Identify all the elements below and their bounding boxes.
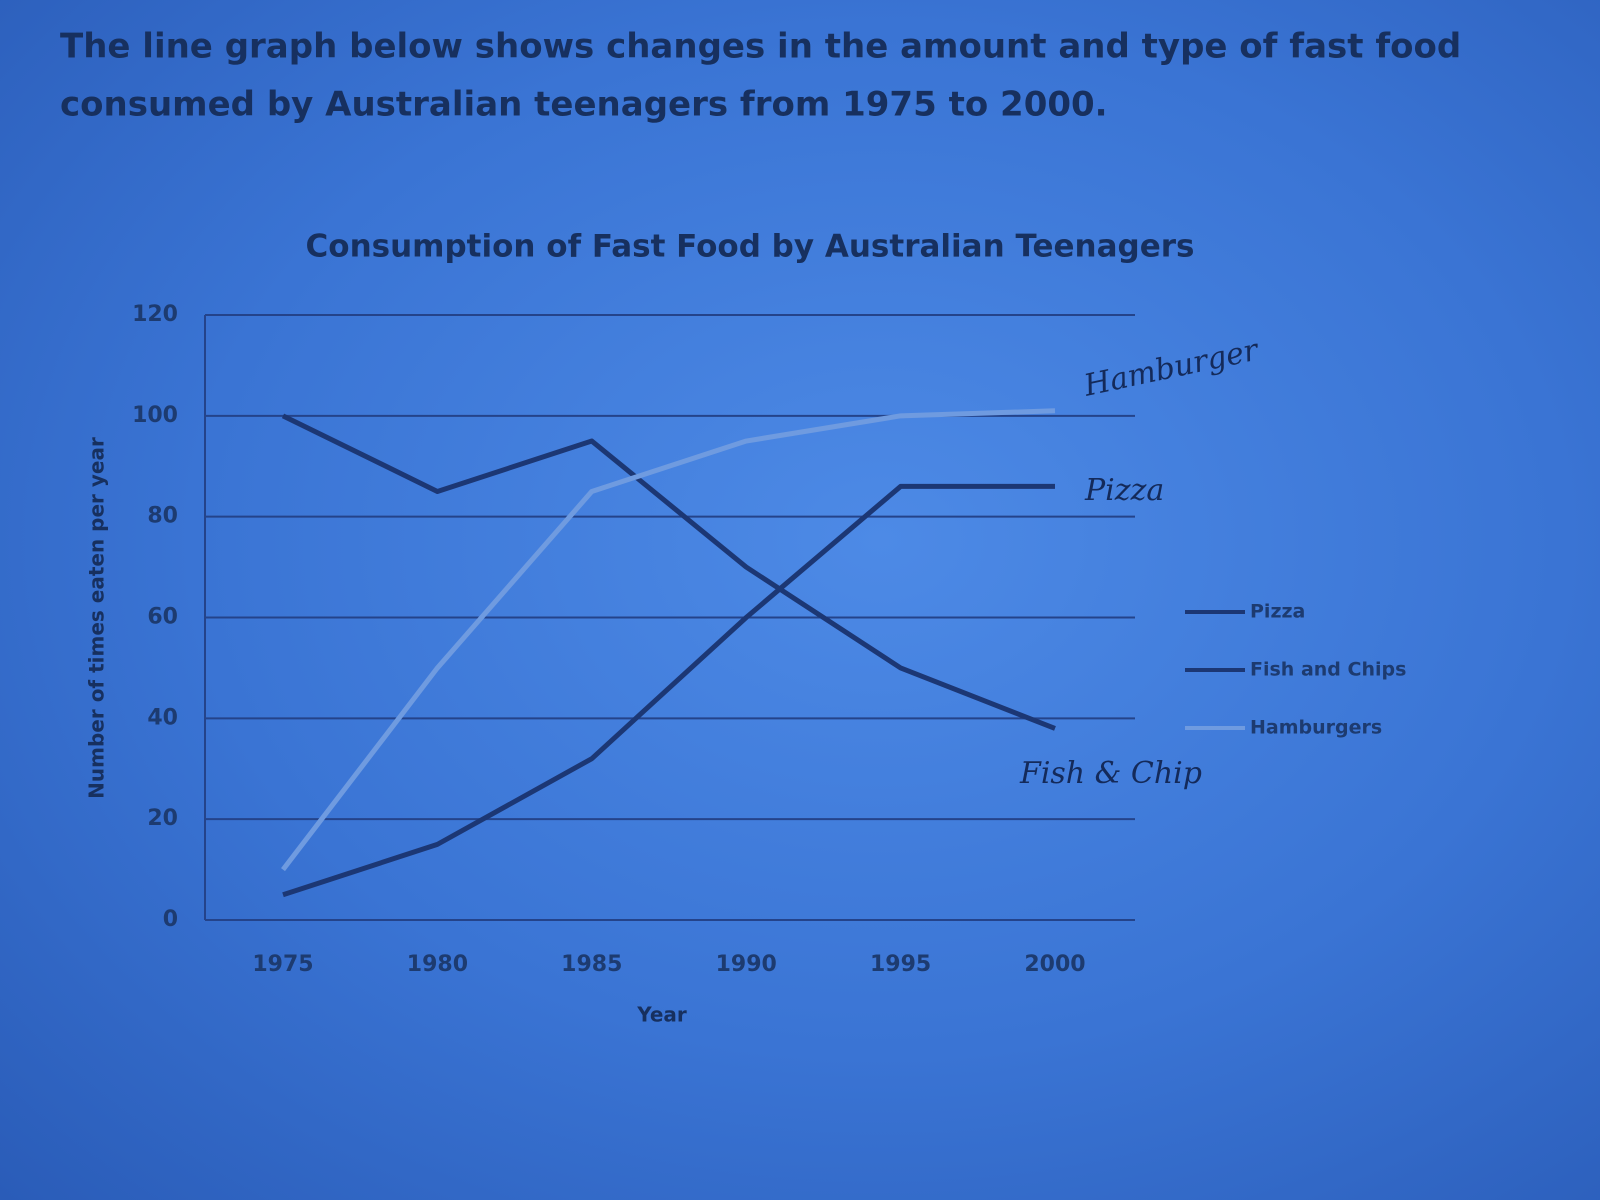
x-tick-label: 2000 bbox=[1024, 952, 1085, 977]
y-tick-label: 80 bbox=[147, 504, 178, 529]
legend-label: Fish and Chips bbox=[1250, 659, 1406, 681]
x-tick-label: 1995 bbox=[870, 952, 931, 977]
series-line bbox=[281, 413, 1056, 731]
chart-title: Consumption of Fast Food by Australian T… bbox=[306, 229, 1195, 265]
x-tick-label: 1975 bbox=[252, 952, 313, 977]
x-axis-label: Year bbox=[636, 1003, 687, 1027]
y-tick-label: 100 bbox=[132, 403, 178, 428]
y-tick-label: 40 bbox=[147, 705, 178, 730]
y-axis-label: Number of times eaten per year bbox=[85, 437, 109, 799]
y-tick-label: 0 bbox=[163, 907, 178, 932]
legend-label: Pizza bbox=[1250, 601, 1305, 623]
handwritten-note: Hamburger bbox=[1080, 332, 1263, 404]
heading-line: The line graph below shows changes in th… bbox=[60, 27, 1461, 67]
x-tick-label: 1980 bbox=[407, 952, 468, 977]
handwritten-note: Pizza bbox=[1084, 473, 1164, 508]
y-tick-label: 120 bbox=[132, 302, 178, 327]
series-line bbox=[282, 483, 1055, 898]
series-line bbox=[281, 408, 1056, 872]
heading-line: consumed by Australian teenagers from 19… bbox=[60, 85, 1108, 125]
y-tick-label: 20 bbox=[147, 806, 178, 831]
x-tick-label: 1985 bbox=[561, 952, 622, 977]
legend-label: Hamburgers bbox=[1250, 717, 1382, 739]
handwritten-note: Fish & Chip bbox=[1019, 756, 1202, 791]
x-tick-label: 1990 bbox=[716, 952, 777, 977]
y-tick-label: 60 bbox=[147, 605, 178, 630]
